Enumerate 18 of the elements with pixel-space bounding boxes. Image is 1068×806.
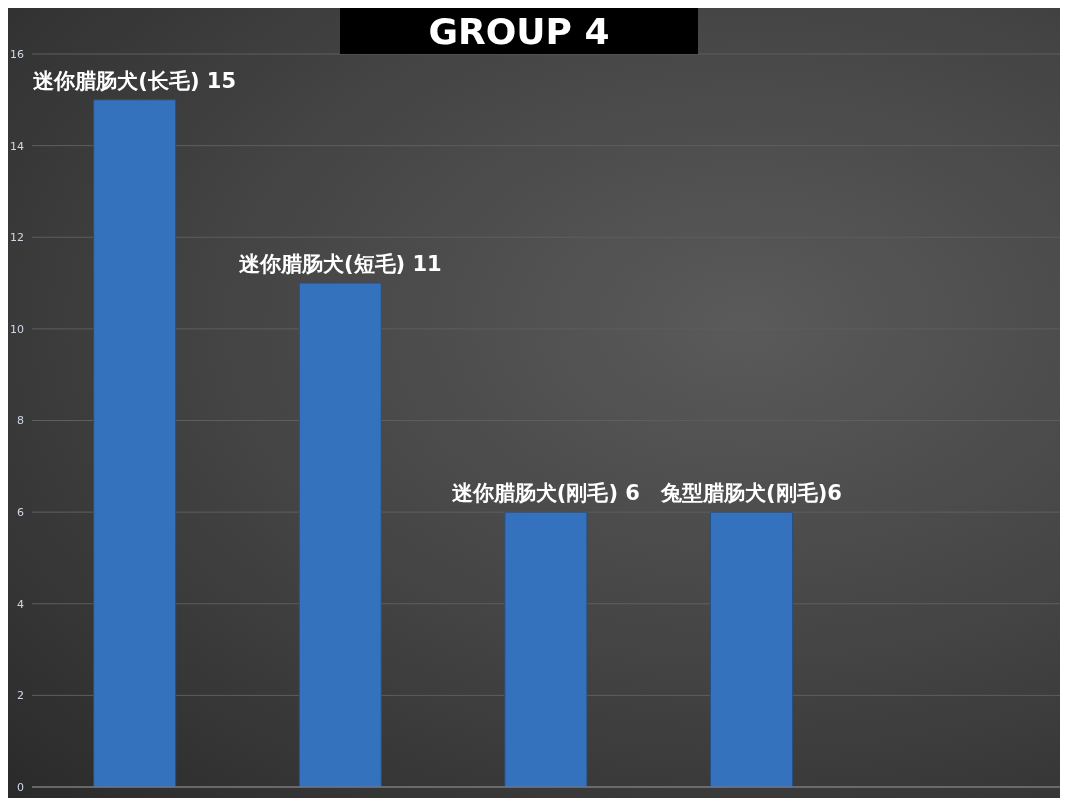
y-tick-label: 2 xyxy=(17,689,24,703)
y-tick-label: 10 xyxy=(10,322,24,336)
y-tick-label: 6 xyxy=(17,506,24,520)
bar xyxy=(298,282,382,787)
bar xyxy=(504,511,588,787)
y-tick-label: 16 xyxy=(10,47,24,61)
y-tick-label: 14 xyxy=(10,139,24,153)
y-tick-label: 8 xyxy=(17,414,24,428)
y-tick-label: 4 xyxy=(17,597,24,611)
data-label: 迷你腊肠犬(长毛) 15 xyxy=(33,68,237,93)
data-label: 兔型腊肠犬(刚毛)6 xyxy=(660,481,842,506)
chart-title: GROUP 4 xyxy=(340,8,698,54)
y-tick-label: 12 xyxy=(10,231,24,245)
bar xyxy=(93,99,177,787)
bar xyxy=(709,511,793,787)
data-label: 迷你腊肠犬(短毛) 11 xyxy=(238,252,442,277)
data-label: 迷你腊肠犬(刚毛) 6 xyxy=(451,481,640,506)
y-tick-label: 0 xyxy=(17,780,24,794)
